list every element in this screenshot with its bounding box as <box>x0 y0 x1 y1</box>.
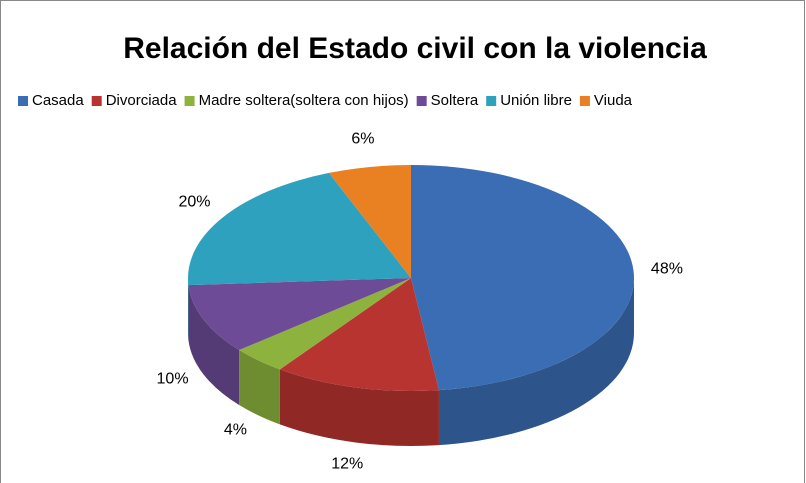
pie-slice <box>279 278 439 391</box>
pie-tops <box>188 165 634 391</box>
pie-slice <box>411 165 634 391</box>
data-label: 20% <box>178 194 210 211</box>
legend-label: Viuda <box>594 92 633 109</box>
data-label: 12% <box>331 456 363 473</box>
chart-title: Relación del Estado civil con la violenc… <box>123 32 707 65</box>
pie-slice <box>188 172 411 286</box>
data-labels: 48% 12% 4% 10% 20% 6% <box>157 130 683 472</box>
legend-label: Casada <box>32 92 84 109</box>
pie-side <box>188 285 240 406</box>
data-label: 10% <box>157 371 189 388</box>
pie-sides <box>188 278 634 446</box>
legend-swatch <box>91 96 102 106</box>
legend: Casada Divorciada Madre soltera(soltera co… <box>18 92 633 109</box>
pie-side <box>239 350 280 425</box>
pie-side <box>279 369 439 446</box>
data-label: 6% <box>351 130 374 147</box>
pie-slice <box>188 278 411 351</box>
legend-label: Unión libre <box>500 92 572 109</box>
data-label: 48% <box>651 260 683 277</box>
legend-label: Soltera <box>431 92 479 109</box>
data-label: 4% <box>224 422 247 439</box>
legend-swatch <box>184 96 195 106</box>
legend-swatch <box>18 96 28 106</box>
legend-label: Divorciada <box>106 92 178 109</box>
legend-label: Madre soltera(soltera con hijos) <box>199 92 409 109</box>
pie-side <box>438 278 634 446</box>
legend-swatch <box>579 96 590 106</box>
pie-slice <box>328 165 411 278</box>
legend-swatch <box>486 96 497 106</box>
pie-slice <box>239 278 411 370</box>
legend-swatch <box>416 96 427 106</box>
